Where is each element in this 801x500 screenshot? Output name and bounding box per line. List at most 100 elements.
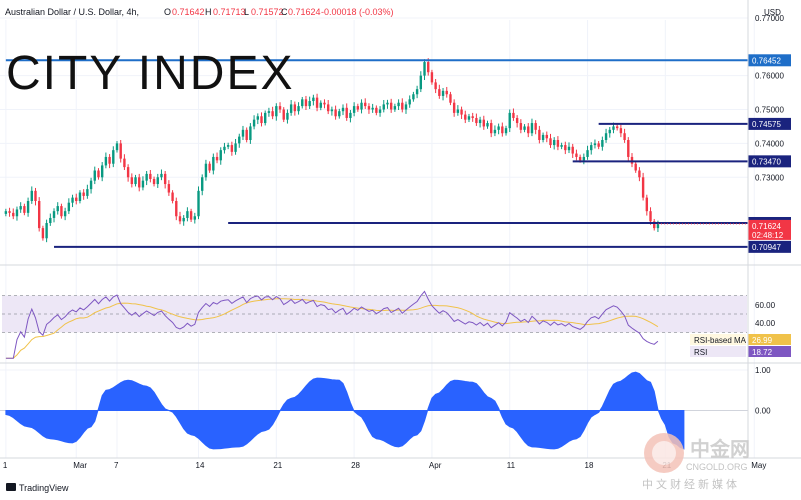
candle-body [219, 150, 222, 161]
tradingview-icon [6, 483, 16, 491]
candle-body [345, 107, 348, 118]
candle-body [649, 211, 652, 222]
tradingview-logo: TradingView [6, 483, 69, 493]
candle-body [26, 201, 30, 213]
candle-body [545, 134, 548, 139]
candle-body [52, 211, 56, 218]
candle-body [163, 173, 167, 185]
time-tick-label: 28 [351, 461, 360, 470]
candle-body [41, 228, 45, 239]
candle-body [389, 102, 393, 110]
price-tick-label: 0.77000 [755, 14, 784, 23]
candle-body [430, 72, 434, 83]
high-label: H [205, 7, 212, 17]
rsi-tag-name: RSI-based MA [694, 336, 747, 345]
candle-body [75, 197, 78, 201]
candle-body [301, 99, 304, 107]
candle-body [108, 156, 111, 164]
candle-body [512, 112, 515, 118]
level-tag [748, 54, 791, 67]
candle-body [56, 206, 59, 212]
candle-body [186, 211, 189, 218]
level-tag-label: 0.74575 [752, 120, 781, 129]
candle-body [134, 177, 137, 185]
level-tag [748, 155, 791, 168]
countdown-label: 02:48:12 [752, 231, 784, 240]
candle-body [230, 145, 234, 152]
candle-body [338, 111, 341, 117]
close-value: 0.71624 [288, 7, 321, 17]
candle-body [364, 102, 367, 107]
tradingview-label: TradingView [19, 483, 69, 493]
candle-body [149, 173, 152, 179]
grid [0, 17, 755, 458]
price-tick-label: 0.76000 [755, 72, 784, 81]
level-tag-label: 0.73470 [752, 157, 781, 166]
candle-body [315, 97, 319, 108]
candle-body [508, 112, 511, 129]
candle-body [182, 217, 185, 222]
support-resistance-levels: 0.764520.745750.734700.716510.709470.716… [5, 54, 791, 253]
candle-body [527, 126, 530, 134]
candle-body [449, 94, 452, 103]
candle-body [564, 145, 567, 151]
candle-body [130, 177, 134, 185]
candle-body [145, 173, 148, 181]
candle-body [619, 128, 623, 134]
candle-body [260, 116, 263, 124]
candle-body [245, 129, 248, 140]
time-tick-label: 18 [585, 461, 594, 470]
candle-body [456, 109, 460, 113]
candle-body [49, 217, 52, 224]
candle-body [412, 94, 415, 100]
level-tag-label: 0.76452 [752, 56, 781, 65]
candle-body [530, 123, 534, 134]
candle-body [419, 75, 423, 90]
candle-body [141, 180, 145, 188]
candle-body [356, 106, 360, 110]
level-tag [748, 117, 791, 130]
candle-body [471, 116, 474, 118]
candle-body [434, 82, 437, 90]
candle-body [178, 216, 182, 222]
candle-body [312, 97, 315, 102]
candle-body [612, 126, 615, 130]
rsi-tag-name-box [690, 346, 746, 357]
oscillator-area [5, 371, 685, 450]
candle-body [156, 177, 159, 185]
candle-body [123, 158, 126, 168]
candle-body [234, 143, 237, 152]
candle-body [82, 192, 85, 196]
candle-body [19, 206, 22, 210]
candle-body [86, 189, 89, 196]
candle-body [152, 178, 156, 185]
candle-body [126, 167, 130, 178]
candle-body [630, 156, 634, 164]
osc-tick-label: 1.00 [755, 366, 771, 375]
candle-body [297, 106, 300, 112]
candle-body [582, 156, 586, 161]
candle-body [560, 145, 563, 147]
candle-body [8, 211, 11, 213]
rsi-tag-value: 26.99 [752, 336, 773, 345]
candle-body [615, 126, 619, 129]
time-tick-label: 1 [3, 461, 8, 470]
candle-body [78, 192, 82, 201]
candle-body [282, 109, 285, 120]
candle-body [597, 143, 600, 147]
candle-body [493, 129, 497, 134]
candle-body [534, 123, 537, 130]
watermark-subtitle: 中文财经新媒体 [642, 477, 740, 491]
candle-body [586, 150, 589, 157]
candle-body [575, 153, 578, 157]
candle-body [590, 145, 593, 151]
rsi-tick-label: 60.00 [755, 301, 776, 310]
candle-body [167, 184, 171, 193]
candle-body [445, 90, 448, 95]
time-tick-label: Mar [73, 461, 87, 470]
candle-body [349, 112, 352, 118]
candle-body [601, 140, 604, 147]
candle-body [375, 107, 378, 113]
candle-body [460, 109, 463, 115]
change-value: -0.00018 (-0.03%) [321, 7, 394, 17]
